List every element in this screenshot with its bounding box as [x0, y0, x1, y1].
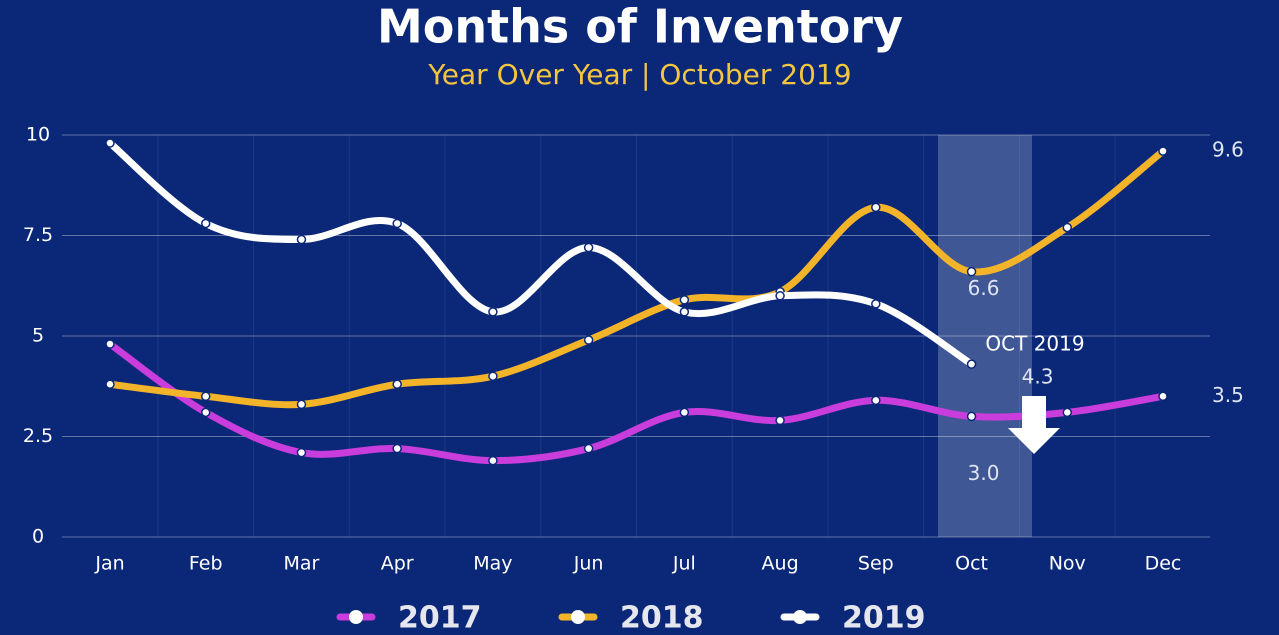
data-label: 6.6 — [968, 276, 1000, 300]
legend-label: 2017 — [398, 601, 482, 635]
legend-label: 2018 — [620, 601, 704, 635]
point — [296, 447, 307, 458]
x-tick-label: Jan — [94, 553, 124, 575]
legend-label: 2019 — [842, 601, 926, 635]
point — [296, 234, 307, 245]
point — [488, 307, 498, 317]
data-label: 9.6 — [1212, 138, 1244, 162]
x-tick-label: Apr — [381, 553, 414, 575]
chart-title: Months of Inventory — [377, 0, 903, 54]
x-tick-label: Dec — [1145, 553, 1182, 575]
point — [296, 399, 307, 410]
x-tick-label: Sep — [858, 553, 894, 575]
legend-marker — [793, 610, 807, 624]
down-arrow — [1008, 396, 1060, 454]
point — [583, 242, 594, 253]
y-tick-label: 5 — [32, 325, 44, 347]
point — [679, 307, 690, 317]
x-tick-label: Feb — [189, 553, 223, 575]
lines: 3.0 3.5 6.6 9.6 4.3 — [105, 138, 1244, 485]
point — [966, 411, 977, 422]
x-tick-label: Nov — [1049, 553, 1086, 575]
point — [488, 371, 498, 381]
data-label: 3.0 — [968, 461, 1000, 485]
x-tick-label: May — [473, 553, 512, 575]
x-tick-label: Oct — [955, 553, 988, 575]
point — [200, 218, 211, 229]
point — [871, 202, 881, 213]
point — [392, 443, 402, 454]
point — [1062, 222, 1073, 233]
point — [1062, 407, 1073, 418]
point — [392, 379, 402, 389]
point — [679, 407, 690, 418]
point — [583, 443, 594, 454]
x-tick-label: Mar — [284, 553, 320, 575]
point — [1158, 146, 1168, 156]
legend-marker — [349, 610, 363, 624]
point — [105, 339, 115, 349]
point — [105, 138, 115, 148]
grid: 0 2.5 5 7.5 10 Jan Feb Mar Apr May Jun Jul Aug Sep Oct… — [23, 124, 1210, 575]
point — [775, 415, 785, 426]
chart-subtitle: Year Over Year | October 2019 — [427, 58, 851, 91]
legend-marker — [571, 610, 585, 624]
annotation: OCT 2019 — [985, 332, 1084, 356]
x-tick-label: Jul — [672, 553, 696, 575]
highlight-band — [938, 135, 1032, 537]
y-tick-label: 2.5 — [23, 425, 53, 447]
point — [679, 295, 690, 305]
point — [1158, 391, 1168, 402]
y-tick-label: 0 — [32, 526, 44, 548]
point — [488, 455, 498, 466]
point — [392, 218, 402, 229]
point — [871, 395, 881, 406]
data-label: 4.3 — [1022, 365, 1054, 389]
point — [966, 359, 977, 369]
point — [583, 335, 594, 345]
point — [966, 266, 977, 277]
y-tick-label: 10 — [26, 124, 50, 146]
point — [200, 391, 211, 402]
x-tick-label: Jun — [573, 553, 604, 575]
data-label: 3.5 — [1212, 383, 1244, 407]
line — [106, 139, 976, 368]
y-tick-label: 7.5 — [23, 224, 53, 246]
point — [871, 299, 881, 309]
legend: 2017 2018 2019 — [336, 601, 926, 635]
point — [105, 379, 115, 389]
point — [775, 291, 785, 301]
point — [200, 407, 211, 418]
x-tick-label: Aug — [762, 553, 799, 575]
